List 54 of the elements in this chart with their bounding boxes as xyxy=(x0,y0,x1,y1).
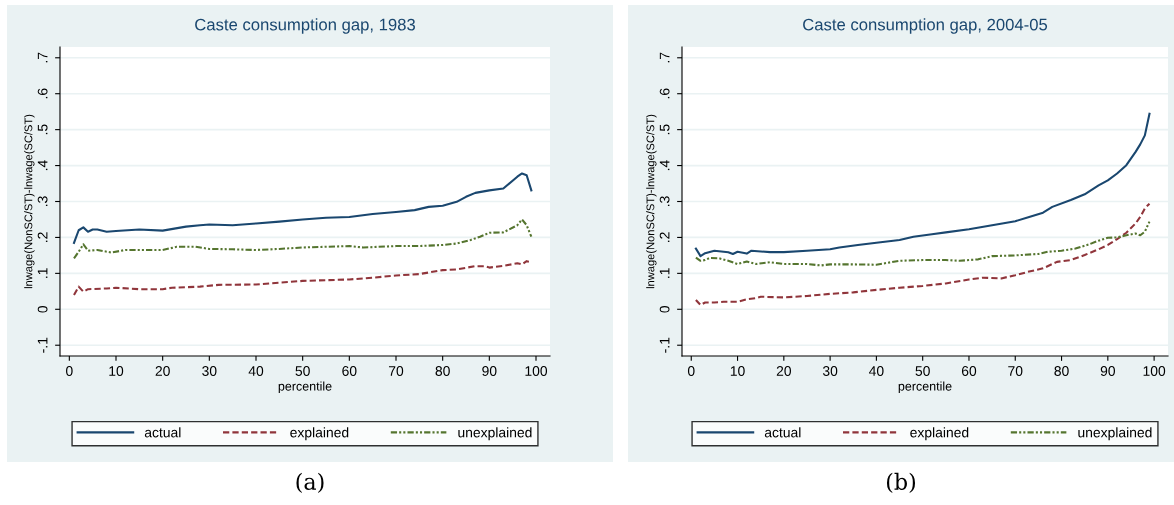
x-tick-label: 80 xyxy=(1054,366,1069,376)
x-tick-label: 50 xyxy=(295,366,310,376)
y-tick-label: .7 xyxy=(659,52,670,63)
x-tick-label: 0 xyxy=(66,366,73,376)
x-tick-label: 80 xyxy=(435,366,450,376)
x-tick-label: 30 xyxy=(202,366,217,376)
x-tick-label: 100 xyxy=(525,366,548,376)
x-tick-label: 20 xyxy=(776,366,792,376)
x-tick-label: 70 xyxy=(388,366,404,376)
y-tick-label: .4 xyxy=(659,160,670,171)
y-tick-label: 0 xyxy=(659,305,670,313)
x-tick-label: 0 xyxy=(687,366,695,376)
legend-label: explained xyxy=(290,427,349,441)
y-tick-label: .1 xyxy=(37,268,48,278)
y-tick-label: .3 xyxy=(37,196,48,207)
chart-title: Caste consumption gap, 1983 xyxy=(195,18,415,34)
y-axis-title: lnwage(NonSC/ST)-lnwage(SC/ST) xyxy=(24,114,35,289)
y-tick-label: .5 xyxy=(659,124,670,135)
y-tick-label: .4 xyxy=(37,160,48,171)
legend-label: unexplained xyxy=(458,427,532,441)
text: (a) xyxy=(296,472,324,494)
x-tick-label: 100 xyxy=(1143,366,1166,376)
y-tick-label: .7 xyxy=(37,52,48,63)
y-axis-title: lnwage(NonSC/ST)-lnwage(SC/ST) xyxy=(646,114,657,289)
y-tick-label: .1 xyxy=(659,268,670,278)
y-tick-label: .3 xyxy=(659,196,670,207)
x-tick-label: 90 xyxy=(482,366,497,376)
y-tick-label: -.1 xyxy=(659,337,670,353)
y-tick-label: .6 xyxy=(659,88,670,99)
x-axis-title: percentile xyxy=(898,381,952,394)
x-tick-label: 10 xyxy=(109,366,124,376)
legend-label: actual xyxy=(764,427,801,438)
x-tick-label: 90 xyxy=(1100,366,1116,376)
legend-label: explained xyxy=(910,427,969,441)
legend-label: unexplained xyxy=(1078,427,1152,441)
y-tick-label: .6 xyxy=(37,88,48,99)
y-tick-label: .2 xyxy=(37,232,48,242)
text: (b) xyxy=(886,472,916,494)
x-tick-label: 40 xyxy=(248,366,264,376)
x-tick-label: 20 xyxy=(155,366,170,376)
y-tick-label: .2 xyxy=(659,232,670,242)
x-tick-label: 50 xyxy=(915,366,930,376)
x-tick-label: 60 xyxy=(342,366,357,376)
y-tick-label: .5 xyxy=(37,124,48,135)
x-tick-label: 70 xyxy=(1008,366,1023,376)
x-tick-label: 60 xyxy=(961,366,977,376)
x-tick-label: 30 xyxy=(822,366,838,376)
x-axis-title: percentile xyxy=(278,381,332,394)
x-tick-label: 10 xyxy=(730,366,745,376)
y-tick-label: -.1 xyxy=(37,337,48,353)
legend-label: actual xyxy=(144,427,181,438)
x-tick-label: 40 xyxy=(869,366,884,376)
chart-title: Caste consumption gap, 2004-05 xyxy=(803,18,1048,34)
y-tick-label: 0 xyxy=(37,305,48,313)
